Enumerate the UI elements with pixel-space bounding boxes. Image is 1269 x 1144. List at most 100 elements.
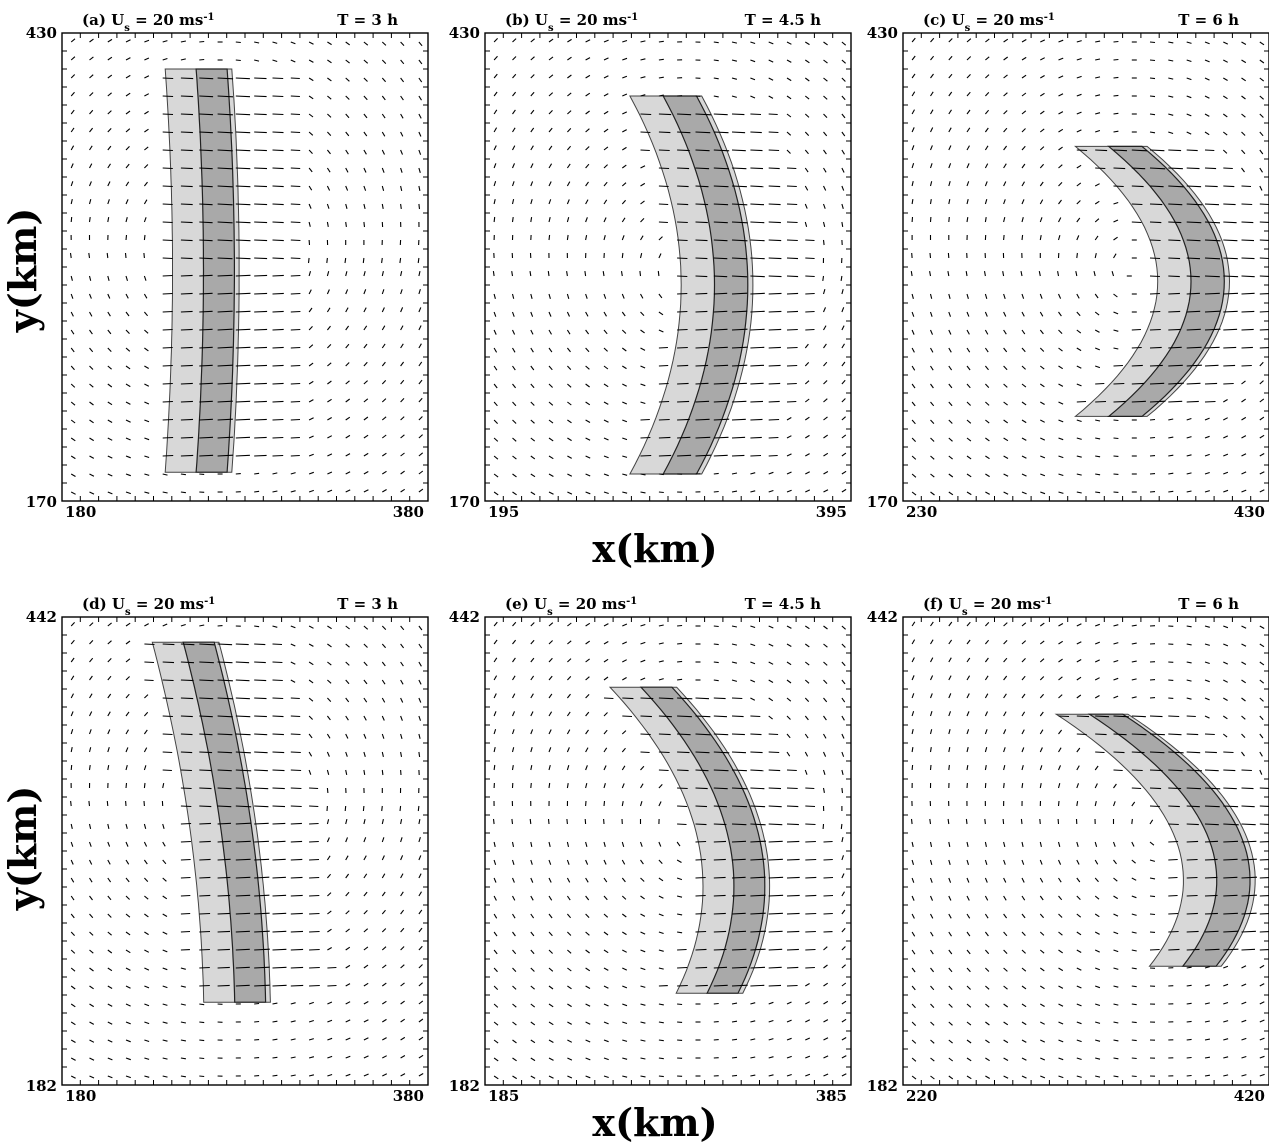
wind-vector [511, 765, 514, 771]
wind-vector [548, 234, 551, 241]
wind-vector [911, 145, 915, 151]
wind-vector [1076, 182, 1082, 187]
wind-vector [512, 639, 517, 645]
wind-vector [290, 643, 296, 647]
wind-vector [948, 473, 954, 478]
wind-vector [1186, 625, 1192, 628]
wind-vector [786, 292, 799, 295]
wind-vector [89, 127, 94, 133]
wind-vector [841, 203, 844, 209]
wind-vector [345, 453, 351, 457]
wind-vector [199, 167, 213, 170]
wind-vector [107, 56, 113, 61]
wind-vector [786, 840, 800, 843]
wind-vector [713, 625, 719, 628]
wind-vector [235, 876, 251, 879]
wind-vector [658, 697, 674, 700]
wind-vector [1094, 677, 1100, 681]
wind-vector [70, 931, 75, 936]
contour-inner [1107, 145, 1225, 417]
wind-vector [911, 199, 914, 205]
wind-vector [400, 1073, 406, 1077]
wind-vector [344, 257, 347, 264]
wind-vector [985, 401, 990, 406]
wind-vector [1039, 783, 1042, 789]
wind-vector [1223, 417, 1228, 421]
wind-vector [768, 382, 781, 385]
wind-vector [1223, 399, 1228, 403]
wind-vector [1095, 985, 1101, 989]
wind-vector [400, 733, 403, 739]
wind-vector [143, 252, 145, 259]
wind-vector [585, 949, 590, 954]
wind-vector [400, 307, 404, 313]
wind-vector [345, 891, 350, 897]
wind-vector [585, 1003, 591, 1007]
wind-vector [585, 729, 589, 735]
wind-vector [381, 625, 387, 630]
wind-vector [585, 311, 589, 317]
wind-vector [966, 693, 970, 699]
wind-vector [603, 1003, 609, 1007]
wind-vector [254, 59, 260, 62]
wind-vector [1076, 293, 1080, 299]
wind-vector [750, 418, 763, 421]
wind-vector [327, 928, 332, 933]
wind-vector [603, 93, 609, 97]
wind-vector [107, 401, 113, 406]
wind-vector [1076, 383, 1082, 387]
wind-vector [144, 1057, 150, 1060]
wind-vector [89, 401, 94, 406]
wind-vector [162, 1057, 168, 1060]
wind-vector [254, 984, 270, 987]
wind-vector [1076, 747, 1081, 753]
wind-vector [1040, 1003, 1045, 1007]
wind-vector [585, 694, 590, 699]
wind-vector [713, 805, 728, 808]
wind-vector [622, 715, 633, 718]
wind-vector [713, 966, 728, 969]
wind-vector [786, 275, 799, 278]
wind-vector [107, 823, 110, 830]
wind-vector [768, 930, 783, 933]
wind-vector [308, 625, 314, 629]
wind-vector [199, 95, 214, 98]
wind-vector [911, 841, 914, 848]
wind-vector [530, 293, 533, 299]
wind-vector [512, 56, 517, 61]
wind-vector [493, 55, 498, 61]
wind-vector [217, 113, 233, 116]
wind-vector [1040, 455, 1046, 459]
wind-vector [548, 841, 551, 848]
wind-vector [199, 149, 213, 152]
wind-vector [180, 77, 194, 80]
wind-vector [254, 625, 260, 628]
wind-vector [1186, 292, 1200, 295]
wind-vector [199, 418, 213, 421]
wind-vector [1095, 419, 1101, 422]
wind-vector [1113, 347, 1119, 350]
wind-vector [1223, 95, 1228, 100]
wind-vector [199, 203, 213, 206]
wind-vector [695, 715, 711, 718]
wind-vector [695, 275, 708, 278]
wind-vector [1021, 1003, 1027, 1008]
wind-vector [786, 95, 792, 100]
wind-vector [585, 365, 590, 370]
wind-vector [750, 490, 756, 493]
wind-vector [731, 185, 747, 188]
wind-vector [567, 110, 572, 115]
wind-vector [948, 437, 953, 442]
wind-vector [381, 715, 385, 721]
wind-vector [1131, 328, 1141, 331]
wind-vector [822, 239, 825, 246]
wind-vector [621, 859, 626, 865]
wind-vector [199, 310, 213, 313]
wind-vector [1131, 382, 1145, 385]
wind-vector [363, 1037, 369, 1041]
wind-vector [585, 110, 590, 115]
wind-vector [125, 711, 130, 717]
wind-vector [1149, 841, 1155, 846]
wind-vector [966, 765, 969, 771]
wind-vector [308, 380, 314, 385]
